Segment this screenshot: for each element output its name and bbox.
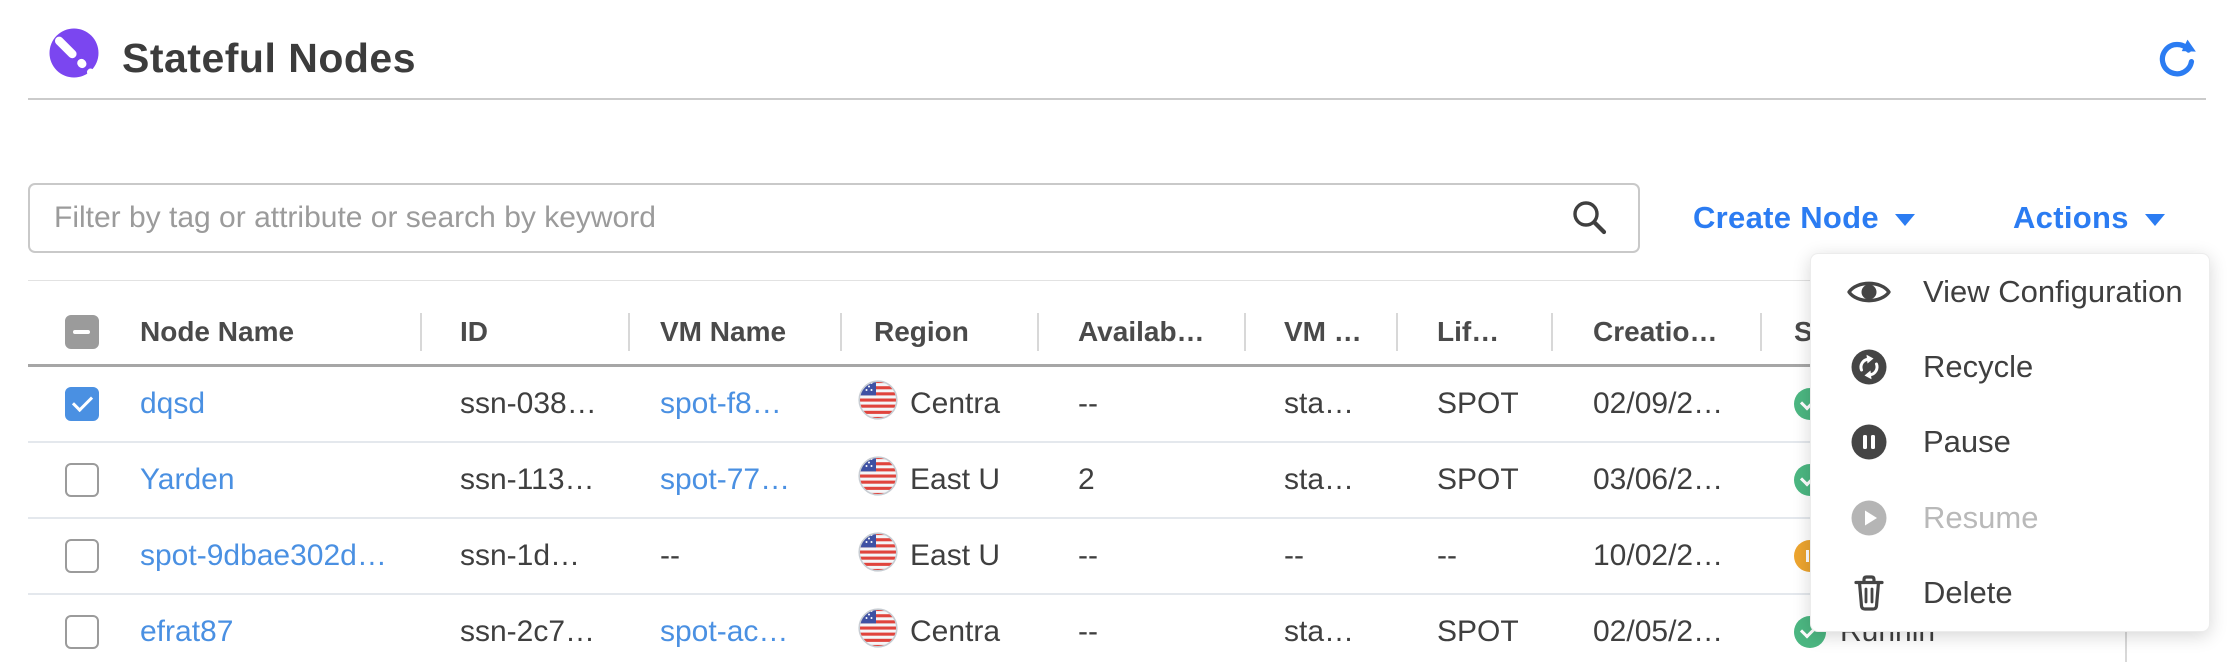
refresh-button[interactable] (2150, 34, 2202, 86)
node-id-cell: ssn-038… (460, 387, 597, 420)
region-cell: East U (840, 519, 1037, 593)
vm-size-cell: sta… (1284, 463, 1355, 496)
vm-name-cell: spot-77… (628, 443, 840, 517)
actions-label: Actions (2013, 200, 2129, 235)
spot-logo (44, 26, 102, 89)
create-node-button[interactable]: Create Node (1693, 183, 1915, 253)
play-icon (1845, 499, 1893, 537)
row-checkbox[interactable] (65, 615, 99, 649)
header-divider (28, 98, 2206, 100)
column-header-region[interactable]: Region (874, 316, 969, 347)
filter-input[interactable] (28, 183, 1640, 253)
region-cell: Centra (840, 595, 1037, 662)
vm-name-link[interactable]: spot-f8… (660, 387, 782, 420)
column-header-creation-date[interactable]: Creatio… (1593, 316, 1718, 347)
vm-name-cell: spot-ac… (628, 595, 840, 662)
lifecycle-cell: SPOT (1437, 387, 1519, 420)
column-header-vm-size[interactable]: VM … (1284, 316, 1362, 347)
table-top-border (28, 280, 2206, 281)
availability-zone-cell: 2 (1078, 463, 1095, 496)
column-header-availability-zone[interactable]: Availab… (1078, 316, 1205, 347)
node-id-cell: ssn-2c7… (460, 615, 596, 648)
region-cell: Centra (840, 367, 1037, 441)
vm-name-cell: -- (660, 539, 680, 572)
column-header-node-name[interactable]: Node Name (140, 316, 295, 347)
creation-date-cell: 03/06/2… (1593, 463, 1724, 496)
actions-button[interactable]: Actions (2013, 183, 2165, 253)
eye-icon (1845, 276, 1893, 308)
row-checkbox[interactable] (65, 463, 99, 497)
availability-zone-cell: -- (1078, 615, 1098, 648)
menu-item-pause[interactable]: Pause (1811, 405, 2209, 480)
vm-name-link[interactable]: spot-77… (660, 463, 791, 496)
lifecycle-cell: SPOT (1437, 615, 1519, 648)
node-name-link[interactable]: spot-9dbae302d… (140, 539, 387, 572)
us-flag-icon (858, 608, 898, 656)
menu-item-resume: Resume (1811, 480, 2209, 555)
table-row: spot-9dbae302d… ssn-1d… -- East U -- -- -- 10/0… (0, 519, 2234, 595)
us-flag-icon (858, 380, 898, 428)
checkbox-cell (28, 367, 140, 441)
header-cell-checkbox (28, 300, 140, 364)
us-flag-icon (858, 532, 898, 580)
availability-zone-cell: -- (1078, 387, 1098, 420)
vm-name-link[interactable]: spot-ac… (660, 615, 789, 648)
vm-size-cell: -- (1284, 539, 1304, 572)
node-name-link[interactable]: efrat87 (140, 615, 234, 648)
checkbox-cell (28, 519, 140, 593)
column-header-vm-name[interactable]: VM Name (660, 316, 787, 347)
table-row: Yarden ssn-113… spot-77… East U 2 sta… SPOT 03/… (0, 443, 2234, 519)
region-cell: East U (840, 443, 1037, 517)
select-all-checkbox[interactable] (65, 315, 99, 349)
column-header-id[interactable]: ID (460, 316, 488, 347)
vm-size-cell: sta… (1284, 387, 1355, 420)
availability-zone-cell: -- (1078, 539, 1098, 572)
page-title: Stateful Nodes (122, 35, 417, 81)
chevron-down-icon (1894, 214, 1915, 226)
recycle-icon (1845, 348, 1893, 386)
create-node-label: Create Node (1693, 200, 1879, 235)
chevron-down-icon (2144, 214, 2165, 226)
search-icon[interactable] (1568, 196, 1612, 245)
region-label: East U (910, 463, 1001, 496)
checkbox-cell (28, 443, 140, 517)
node-name-link[interactable]: Yarden (140, 463, 235, 496)
creation-date-cell: 10/02/2… (1593, 539, 1724, 572)
menu-item-recycle[interactable]: Recycle (1811, 330, 2209, 405)
node-name-cell: efrat87 (140, 595, 420, 662)
region-label: Centra (910, 615, 1001, 648)
node-name-link[interactable]: dqsd (140, 387, 206, 420)
checkbox-cell (28, 595, 140, 662)
actions-menu: View Configuration Recycle (1810, 253, 2210, 632)
table-row: dqsd ssn-038… spot-f8… Centra -- sta… SPOT 02/0… (0, 367, 2234, 443)
pause-icon (1845, 423, 1893, 461)
node-name-cell: Yarden (140, 443, 420, 517)
creation-date-cell: 02/05/2… (1593, 615, 1724, 648)
node-id-cell: ssn-1d… (460, 539, 581, 572)
region-label: Centra (910, 387, 1001, 420)
filter-input-wrapper (28, 183, 1640, 253)
region-label: East U (910, 539, 1001, 572)
trash-icon (1845, 573, 1893, 613)
vm-name-cell: spot-f8… (628, 367, 840, 441)
menu-item-delete[interactable]: Delete (1811, 556, 2209, 631)
menu-item-view-configuration[interactable]: View Configuration (1811, 254, 2209, 329)
refresh-icon (2153, 39, 2199, 85)
node-name-cell: dqsd (140, 367, 420, 441)
node-name-cell: spot-9dbae302d… (140, 519, 420, 593)
row-checkbox[interactable] (65, 539, 99, 573)
creation-date-cell: 02/09/2… (1593, 387, 1724, 420)
column-header-lifecycle[interactable]: Lif… (1437, 316, 1500, 347)
lifecycle-cell: -- (1437, 539, 1457, 572)
lifecycle-cell: SPOT (1437, 463, 1519, 496)
row-checkbox[interactable] (65, 387, 99, 421)
node-id-cell: ssn-113… (460, 463, 595, 496)
us-flag-icon (858, 456, 898, 504)
vm-size-cell: sta… (1284, 615, 1355, 648)
